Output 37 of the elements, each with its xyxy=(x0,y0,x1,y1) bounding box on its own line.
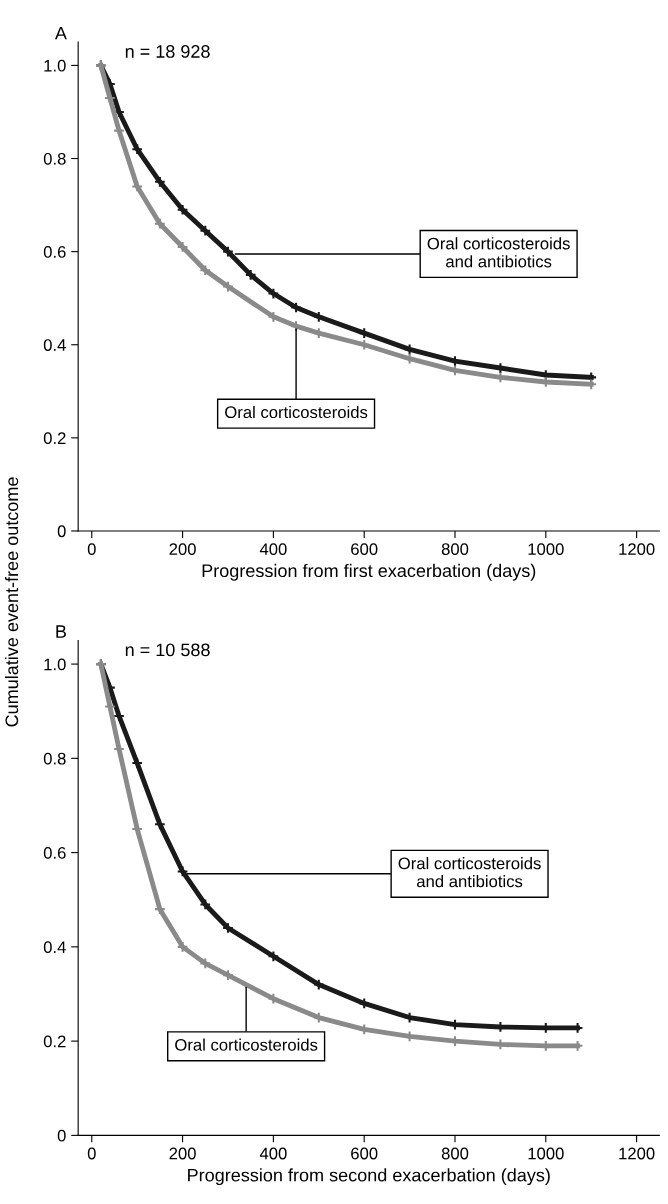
x-tick-label: 800 xyxy=(441,543,469,556)
x-tick-label: 0 xyxy=(87,1147,96,1160)
annotation: Oral corticosteroids xyxy=(175,1038,318,1051)
y-tick-label: 0 xyxy=(57,1129,66,1142)
y-tick-label: 0 xyxy=(57,525,66,538)
x-tick-label: 800 xyxy=(441,1147,469,1160)
x-tick-label: 1200 xyxy=(619,543,655,556)
x-tick-label: 0 xyxy=(87,543,96,556)
y-tick-label: 0.8 xyxy=(43,752,66,765)
x-tick-label: 200 xyxy=(169,543,196,556)
y-tick-label: 0.4 xyxy=(43,339,66,351)
annotation: n = 18 928 xyxy=(125,45,210,58)
x-tick-label: 600 xyxy=(351,1147,378,1160)
x-axis-title: Progression from second exacerbation (days) xyxy=(188,1168,550,1186)
x-tick-label: 1000 xyxy=(528,1147,564,1160)
x-axis-title: Progression from first exacerbation (days) xyxy=(202,563,536,581)
y-tick-label: 0.4 xyxy=(43,941,66,954)
y-tick-label: 0.8 xyxy=(43,152,66,165)
annotation: Oral corticosteroids and antibiotics xyxy=(398,857,541,888)
x-tick-label: 400 xyxy=(259,543,287,556)
y-tick-label: 0.6 xyxy=(43,847,66,859)
x-tick-label: 600 xyxy=(351,543,378,556)
x-tick-label: 1200 xyxy=(619,1147,655,1160)
annotation: n = 10 588 xyxy=(125,643,210,657)
x-tick-label: 200 xyxy=(169,1147,196,1160)
y-tick-label: 1.0 xyxy=(44,658,66,671)
x-tick-label: 1000 xyxy=(528,543,564,556)
annotation: Oral corticosteroids xyxy=(225,405,368,419)
y-tick-label: 1.0 xyxy=(44,59,66,72)
y-tick-label: 0.2 xyxy=(43,432,66,445)
chart-title: B xyxy=(56,625,66,638)
annotation: Oral corticosteroids and antibiotics xyxy=(427,237,570,268)
x-tick-label: 400 xyxy=(259,1147,287,1160)
y-tick-label: 0.2 xyxy=(43,1035,66,1048)
y-tick-label: 0.6 xyxy=(43,246,66,258)
y-axis-title: Cumulative event-free outcome xyxy=(4,477,19,727)
chart-title: A xyxy=(54,26,67,40)
